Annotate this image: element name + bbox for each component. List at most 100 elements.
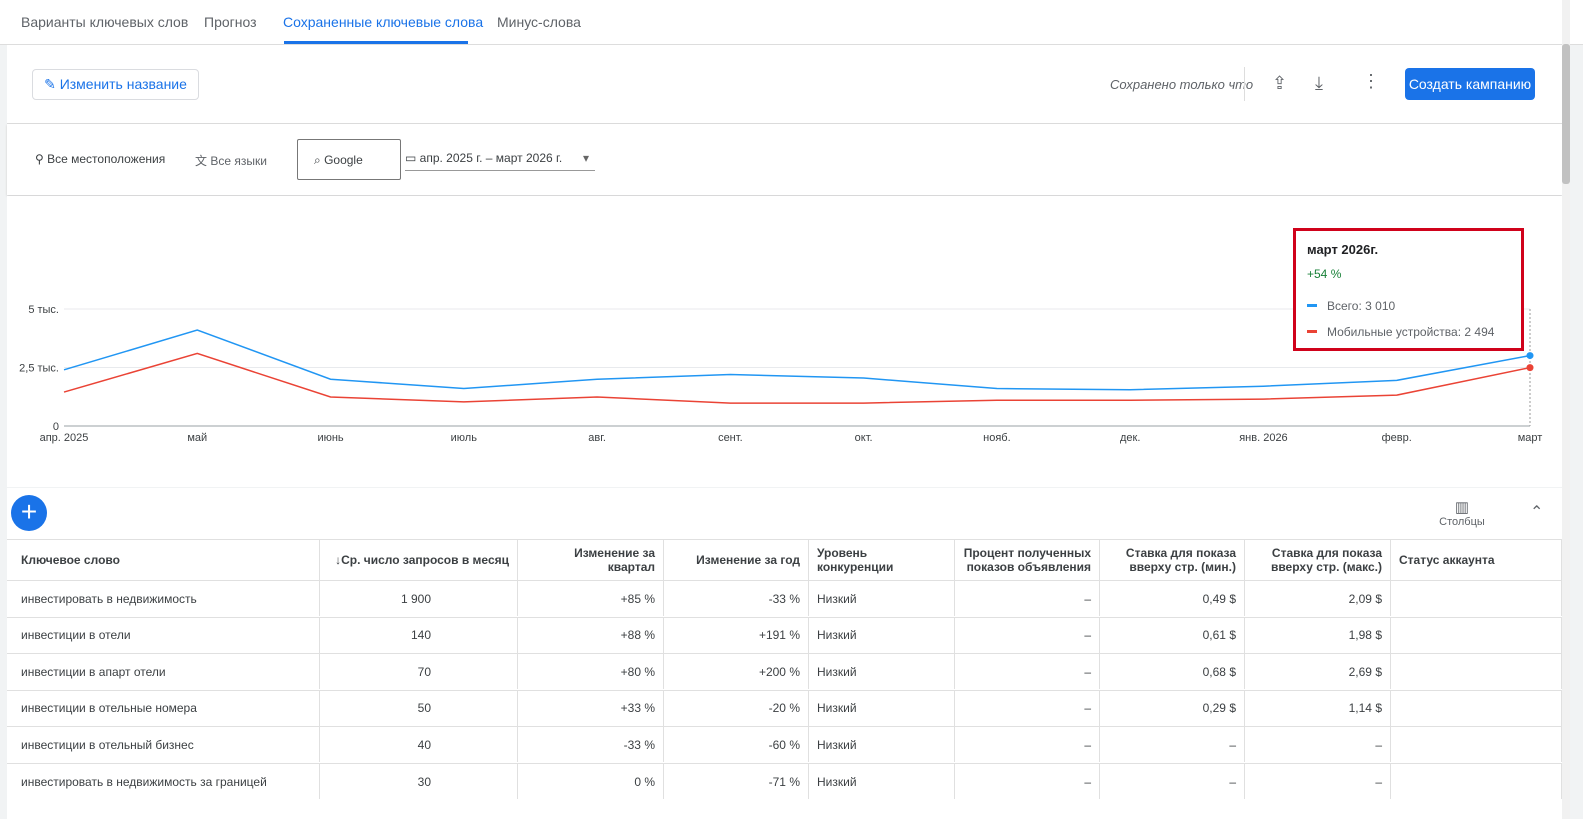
table-cell: Низкий [809, 616, 955, 653]
table-cell: инвестиции в отели [7, 616, 320, 653]
table-cell: – [1100, 726, 1245, 763]
hover-point [1526, 352, 1534, 360]
table-cell: 50 [320, 689, 518, 726]
table-cell: инвестиции в отельный бизнес [7, 726, 320, 763]
create-campaign-button[interactable]: Создать кампанию [1405, 68, 1535, 100]
text: 0 % [634, 774, 655, 789]
table-cell: инвестировать в недвижимость за границей [7, 763, 320, 799]
toolbar: ✎ Изменить название Сохранено только что… [7, 45, 1562, 124]
hover-point [1526, 364, 1534, 372]
text: 40 [417, 737, 431, 752]
download-icon[interactable]: ⤓ [1315, 73, 1323, 93]
text: – [1084, 774, 1091, 789]
text: инвестиции в отельный бизнес [21, 737, 194, 752]
text: 70 [417, 664, 431, 679]
tooltip-change: +54 % [1307, 267, 1342, 281]
text: 2,69 $ [1348, 664, 1382, 679]
x-tick-label: март [1518, 432, 1543, 444]
table-cell: +80 % [518, 653, 664, 690]
table-cell: Низкий [809, 726, 955, 763]
column-header: Ключевое слово [7, 540, 320, 580]
tab[interactable]: Варианты ключевых слов [21, 14, 189, 30]
x-tick-label: дек. [1120, 432, 1140, 444]
table-cell: Низкий [809, 653, 955, 690]
column-header: Ставка для показа вверху стр. (мин.) [1100, 540, 1245, 580]
x-tick-label: апр. 2025 [40, 432, 89, 444]
rename-button[interactable]: ✎ Изменить название [32, 69, 199, 100]
language-filter[interactable]: 文 Все языки [195, 154, 267, 168]
table-cell: +88 % [518, 616, 664, 653]
divider [1244, 67, 1245, 101]
tooltip-title: март 2026г. [1307, 242, 1379, 257]
table-cell: 1,14 $ [1245, 689, 1391, 726]
saved-status: Сохранено только что [1110, 77, 1254, 92]
text: – [1084, 664, 1091, 679]
column-header: Изменение за год [664, 540, 809, 580]
label: Изменить название [59, 76, 187, 92]
table-cell: -60 % [664, 726, 809, 763]
period-filter[interactable]: ▭ апр. 2025 г. – март 2026 г. ▾ [405, 151, 595, 171]
chart: 0 2,5 тыс. 5 тыс. апр. 2025 май июнь июль авг. с… [19, 304, 1543, 444]
table-cell [1391, 580, 1562, 616]
table-cell: 70 [320, 653, 518, 690]
x-tick-label: февр. [1382, 432, 1412, 444]
table-cell: -20 % [664, 689, 809, 726]
tab[interactable]: Прогноз [204, 14, 257, 30]
tab[interactable]: Сохраненные ключевые слова [283, 14, 484, 30]
text: Низкий [817, 701, 857, 716]
columns-button[interactable]: ▥ Столбцы [1439, 499, 1485, 528]
text: Низкий [817, 774, 857, 789]
text: 1,14 $ [1348, 701, 1382, 716]
text: инвестировать в недвижимость [21, 591, 197, 606]
column-header: Процент полученных показов объявления [955, 540, 1100, 580]
text: инвестиции в апарт отели [21, 664, 166, 679]
table-cell: +85 % [518, 580, 664, 616]
location-filter[interactable]: ⚲ Все местоположения [35, 152, 166, 166]
x-tick-label: сент. [718, 432, 743, 444]
table-cell: – [955, 763, 1100, 799]
table-cell: – [1245, 726, 1391, 763]
tooltip-row: Мобильные устройства: 2 494 [1327, 325, 1495, 339]
text: Ср. число запросов в месяц [341, 553, 509, 567]
tab[interactable]: Минус-слова [497, 14, 581, 30]
share-icon[interactable]: ⇪ [1272, 73, 1288, 93]
text: 0,29 $ [1202, 701, 1236, 716]
collapse-icon[interactable]: ⌃ [1530, 504, 1544, 521]
table-cell: -33 % [518, 726, 664, 763]
more-icon[interactable]: ⋮ [1362, 71, 1380, 91]
text: -33 % [768, 591, 800, 606]
table-cell [1391, 763, 1562, 799]
table-cell: – [955, 689, 1100, 726]
text: -33 % [623, 737, 655, 752]
text: 0,49 $ [1202, 591, 1236, 606]
table-cell: – [955, 616, 1100, 653]
table-cell: 2,69 $ [1245, 653, 1391, 690]
add-button[interactable]: + [11, 495, 47, 531]
label: Все языки [210, 154, 267, 168]
line-series [63, 329, 1531, 391]
table-cell: +33 % [518, 689, 664, 726]
text: Ставка для показа вверху стр. (макс.) [1270, 546, 1382, 574]
table-cell: Низкий [809, 763, 955, 799]
table-cell [1391, 616, 1562, 653]
text: Низкий [817, 737, 857, 752]
tab-bar: Варианты ключевых слов Прогноз Сохраненн… [0, 0, 1583, 45]
text: – [1084, 628, 1091, 643]
column-header: Уровень конкуренции [809, 540, 955, 580]
table-cell: +200 % [664, 653, 809, 690]
text: +88 % [620, 628, 655, 643]
x-tick-label: авг. [588, 432, 606, 444]
line-series [63, 352, 1531, 404]
legend-swatch [1307, 330, 1317, 333]
text: инвестиции в отели [21, 628, 131, 643]
label: Столбцы [1439, 516, 1485, 528]
text: – [1375, 774, 1382, 789]
text: 30 [417, 774, 431, 789]
text: Статус аккаунта [1399, 553, 1495, 567]
network-filter[interactable]: ⌕ Google [297, 139, 401, 180]
table-cell: – [955, 580, 1100, 616]
text: инвестировать в недвижимость за границей [21, 774, 267, 789]
table-cell: 0,29 $ [1100, 689, 1245, 726]
text: -60 % [768, 737, 800, 752]
